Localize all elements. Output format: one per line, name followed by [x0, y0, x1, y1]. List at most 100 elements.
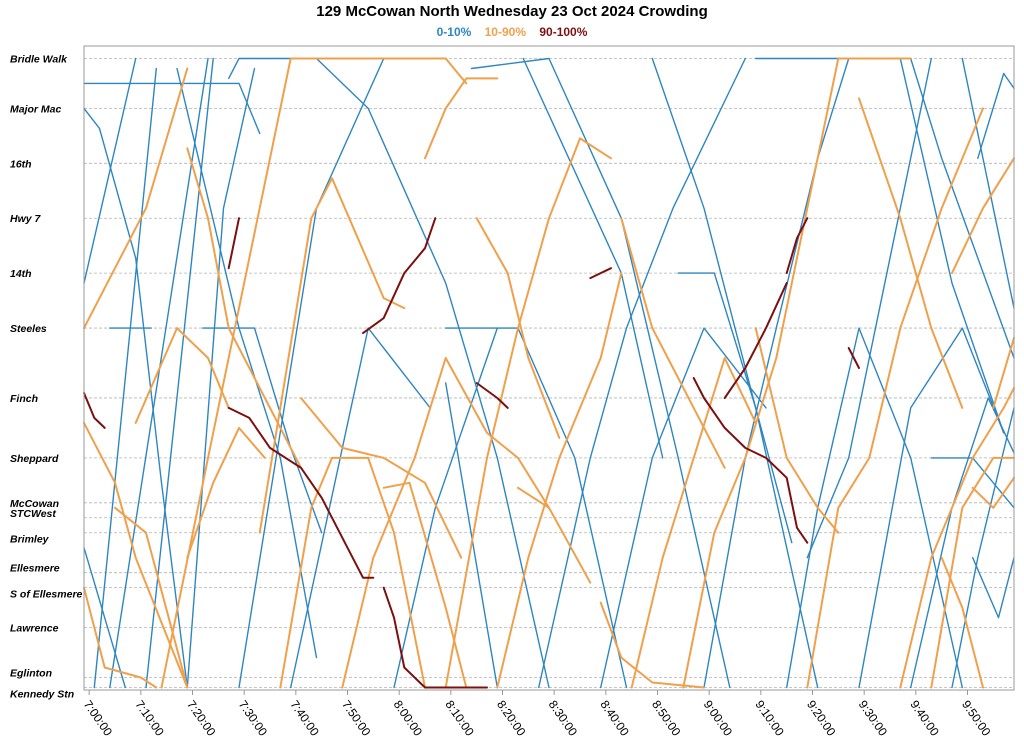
stop-label: Lawrence — [10, 623, 59, 635]
bus-trip-line — [961, 57, 1015, 309]
bus-trip-line — [475, 217, 561, 439]
x-tick-label: 7:10:00 — [132, 698, 167, 739]
bus-trip-line — [951, 407, 1015, 689]
plot-frame — [83, 45, 1015, 691]
stop-label: STCWest — [10, 508, 56, 520]
bus-trip-line — [93, 67, 157, 689]
stop-label: Bridle Walk — [10, 53, 68, 65]
stop-label: S of Ellesmere — [10, 589, 83, 601]
bus-trip-line — [202, 327, 323, 534]
bus-trip-line — [258, 177, 406, 534]
x-tick-label: 7:40:00 — [287, 698, 322, 739]
bus-trip-line — [703, 57, 850, 689]
bus-trip-line — [114, 506, 189, 689]
bus-trip-line — [599, 601, 705, 689]
chart-legend: 0-10% 10-90% 90-100% — [0, 25, 1024, 39]
bus-trip-line — [475, 382, 509, 409]
x-tick-label: 7:20:00 — [184, 698, 219, 739]
bus-trip-line — [83, 107, 188, 689]
chart-title: 129 McCowan North Wednesday 23 Oct 2024 … — [316, 3, 708, 20]
bus-trip-line — [972, 557, 1015, 619]
stop-label: Finch — [10, 393, 38, 405]
stop-label: Hwy 7 — [10, 213, 42, 225]
x-tick-label: 9:40:00 — [907, 698, 942, 739]
stop-label: Sheppard — [10, 453, 59, 465]
bus-trip-line — [806, 57, 932, 559]
stop-label: Major Mac — [10, 103, 62, 115]
bus-trip-line — [228, 57, 550, 689]
legend-entry-0: 0-10% — [436, 25, 472, 39]
bus-trip-line — [279, 456, 426, 689]
bus-trip-line — [382, 586, 488, 689]
bus-trip-line — [186, 67, 256, 689]
stop-label: Kennedy Stn — [10, 689, 74, 701]
bus-trip-line — [83, 392, 106, 429]
bus-trip-line — [83, 586, 158, 689]
x-axis-ticks: 7:00:00 7:10:00 7:20:00 7:30:00 7:40:00 7:50:… — [81, 690, 994, 739]
bus-trip-line — [755, 57, 1015, 359]
bus-trip-line — [362, 217, 437, 335]
bus-trip-line — [858, 97, 964, 409]
bus-trip-line — [940, 556, 984, 689]
x-tick-label: 8:30:00 — [546, 698, 581, 739]
x-tick-label: 8:50:00 — [649, 698, 684, 739]
x-tick-label: 9:10:00 — [752, 698, 787, 739]
stop-label: 14th — [10, 268, 32, 280]
bus-trip-line — [930, 457, 1015, 509]
bus-trip-line — [723, 282, 788, 399]
bus-trip-line — [300, 397, 463, 559]
bus-trip-line — [517, 486, 592, 584]
bus-trip-line — [692, 377, 809, 544]
bus-trip-line — [899, 387, 1015, 689]
bus-trip-line — [899, 57, 1005, 434]
bus-trip-line — [186, 426, 266, 559]
x-tick-label: 8:40:00 — [597, 698, 632, 739]
bus-trip-line — [951, 157, 1015, 275]
bus-trip-line — [444, 137, 612, 689]
grid-lines — [84, 58, 1014, 688]
bus-trip-line — [677, 272, 819, 689]
stop-label: Eglinton — [10, 668, 52, 680]
bus-trip-line — [83, 57, 137, 284]
x-tick-label: 9:00:00 — [701, 698, 736, 739]
bus-trip-line — [176, 67, 318, 659]
series-lines — [83, 57, 1015, 689]
x-tick-label: 7:00:00 — [81, 698, 116, 739]
bus-trip-line — [930, 456, 1015, 689]
bus-trip-line — [858, 327, 1005, 689]
x-tick-label: 7:50:00 — [339, 698, 374, 739]
bus-trip-line — [538, 57, 746, 689]
bus-trip-line — [445, 382, 498, 689]
legend-entry-2: 90-100% — [539, 25, 588, 39]
bus-trip-line — [847, 347, 860, 369]
x-tick-label: 9:50:00 — [959, 698, 994, 739]
bus-trip-line — [186, 147, 302, 469]
bus-trip-line — [83, 67, 189, 330]
x-tick-label: 7:30:00 — [236, 698, 271, 739]
bus-trip-line — [754, 327, 840, 534]
bus-trip-line — [145, 57, 214, 689]
stop-label: 16th — [10, 158, 32, 170]
bus-trip-line — [496, 272, 623, 689]
bus-trip-line — [424, 77, 499, 160]
bus-trip-line — [227, 217, 240, 270]
bus-trip-line — [341, 357, 550, 689]
bus-trip-line — [134, 327, 230, 424]
bus-trip-line — [83, 547, 126, 689]
bus-trip-line — [227, 406, 375, 579]
bus-trip-line — [620, 217, 726, 469]
x-tick-label: 8:20:00 — [494, 698, 529, 739]
stop-label: Brimley — [10, 534, 50, 546]
bus-trip-line — [630, 357, 757, 689]
bus-trip-line — [83, 421, 189, 689]
bus-trip-line — [977, 72, 1015, 159]
bus-trip-line — [382, 481, 468, 689]
x-tick-label: 9:30:00 — [856, 698, 891, 739]
stop-label: Ellesmere — [10, 563, 60, 575]
bus-trip-line — [160, 57, 468, 689]
bus-trip-line — [682, 57, 912, 689]
bus-trip-line — [589, 267, 612, 280]
bus-trip-line — [470, 57, 731, 689]
x-tick-label: 8:10:00 — [442, 698, 477, 739]
